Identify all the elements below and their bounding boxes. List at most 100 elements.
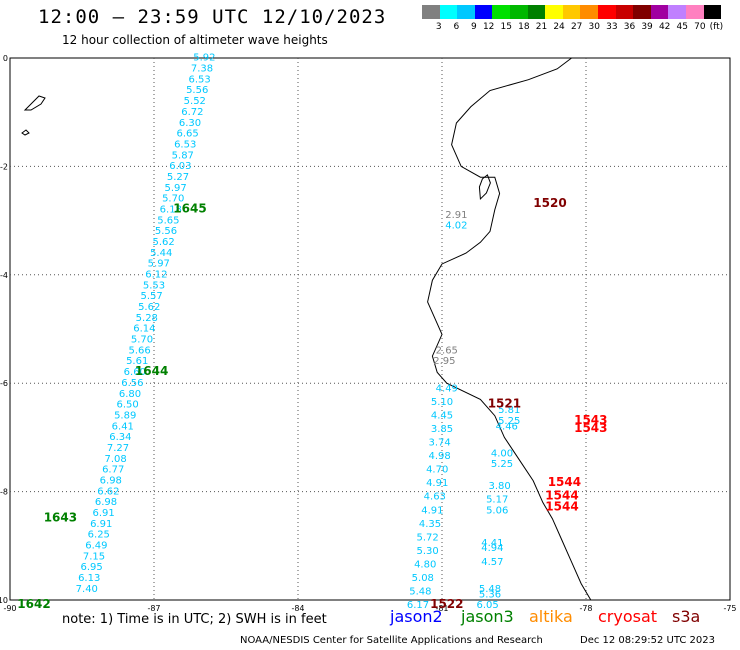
map-frame [9,57,731,601]
color-scale-label: 36 [623,22,636,32]
color-scale-label: (ft) [709,22,724,32]
color-scale-label: 21 [535,22,548,32]
wave-height-value: 5.27 [167,172,189,183]
wave-height-value: 5.25 [498,416,520,427]
color-scale-label: 3 [435,22,442,32]
pass-time-label: 1645 [173,201,206,215]
x-tick-label: -90 [3,604,16,613]
wave-height-value: 5.70 [131,335,153,346]
wave-height-value: 7.15 [83,551,105,562]
wave-height-value: 2.95 [433,356,455,367]
wave-height-value: 2.91 [445,210,467,221]
wave-height-value: 6.65 [176,129,198,140]
pass-time-label: 1544 [545,489,578,503]
wave-height-value: 7.38 [191,64,213,75]
wave-height-value: 4.49 [436,383,458,394]
wave-height-value: 5.06 [486,505,508,516]
wave-height-value: 6.91 [90,519,112,530]
color-scale-label: 9 [471,22,477,32]
wave-height-value: 6.12 [145,270,167,281]
wave-height-value: 5.87 [172,150,194,161]
wave-height-value: 4.70 [426,465,448,476]
wave-height-value: 6.56 [121,378,143,389]
wave-height-value: 4.02 [445,221,467,232]
footer-credit: NOAA/NESDIS Center for Satellite Applica… [240,635,543,646]
wave-height-value: 7.08 [104,454,126,465]
island-outline [23,95,46,111]
wave-height-value: 5.25 [491,459,513,470]
wave-height-value: 5.97 [148,259,170,270]
wave-height-value: 5.66 [128,345,150,356]
wave-height-value: 4.98 [428,451,450,462]
wave-height-value: 5.56 [186,85,208,96]
color-scale-label: 24 [553,22,565,32]
color-scale-label: 33 [606,22,618,32]
wave-height-value: 5.28 [136,313,158,324]
wave-height-value: 4.41 [481,538,503,549]
y-tick-label: -2 [0,162,8,171]
wave-height-value: 2.65 [436,345,458,356]
map-title: 12:00 – 23:59 UTC 12/10/2023 [38,6,387,28]
wave-height-value: 5.44 [150,248,172,259]
x-tick-label: -81 [435,604,448,613]
wave-height-value: 6.91 [92,508,114,519]
color-scale-bar [422,5,722,21]
wave-height-value: 5.62 [152,237,174,248]
wave-height-value: 3.80 [488,481,510,492]
color-scale-label: 15 [500,22,512,32]
wave-height-value: 4.94 [481,543,503,554]
wave-height-value: 6.53 [188,74,210,85]
wave-height-value: 5.70 [162,194,184,205]
pass-time-label: 1521 [488,397,521,411]
color-scale-label: 27 [570,22,583,32]
legend-item-cryosat: cryosat [598,607,658,626]
color-scale-label: 42 [658,22,671,32]
wave-height-value: 4.57 [481,557,503,568]
wave-height-value: 5.30 [416,546,438,557]
pass-time-label: 1544 [548,475,581,489]
color-scale-label: 18 [518,22,530,32]
wave-height-value: 6.14 [133,324,155,335]
color-scale-swatch [457,5,475,19]
x-tick-label: -84 [291,604,304,613]
color-scale-swatch [580,5,598,19]
wave-height-value: 5.10 [431,397,453,408]
pass-time-label: 1543 [574,413,607,427]
footer-note: note: 1) Time is in UTC; 2) SWH is in fe… [62,612,327,627]
wave-height-value: 5.62 [138,302,160,313]
color-scale-label: 70 [694,22,706,32]
pass-time-label: 1643 [44,510,77,524]
y-tick-label: -8 [0,488,8,497]
wave-height-value: 6.62 [97,486,119,497]
pass-time-label: 1642 [17,597,50,611]
wave-height-value: 5.53 [143,280,165,291]
wave-height-value: 6.50 [116,400,138,411]
wave-height-value: 6.17 [407,600,429,611]
wave-height-value: 6.53 [174,139,196,150]
x-tick-label: -78 [579,604,592,613]
wave-height-value: 6.95 [80,562,102,573]
wave-height-value: 5.57 [140,291,162,302]
color-scale-swatch [509,5,528,19]
wave-height-value: 6.03 [169,161,191,172]
coastline [427,57,592,601]
color-scale-swatch [474,5,493,19]
wave-height-value: 5.65 [157,215,179,226]
color-scale-swatch [545,5,563,19]
wave-height-value: 6.30 [179,118,201,129]
color-scale-swatch [422,5,440,19]
wave-height-value: 6.98 [100,475,122,486]
wave-height-value: 5.61 [126,356,148,367]
x-tick-label: -87 [147,604,160,613]
wave-height-value: 4.91 [426,478,448,489]
y-tick-label: -4 [0,271,8,280]
legend-item-altika: altika [529,607,573,626]
wave-height-value: 3.74 [428,438,450,449]
puna-island [478,174,491,201]
wave-height-value: 5.97 [164,183,186,194]
color-scale-label: 39 [641,22,653,32]
wave-height-value: 4.80 [414,559,436,570]
wave-height-value: 5.89 [114,410,136,421]
color-scale-label: 30 [588,22,600,32]
